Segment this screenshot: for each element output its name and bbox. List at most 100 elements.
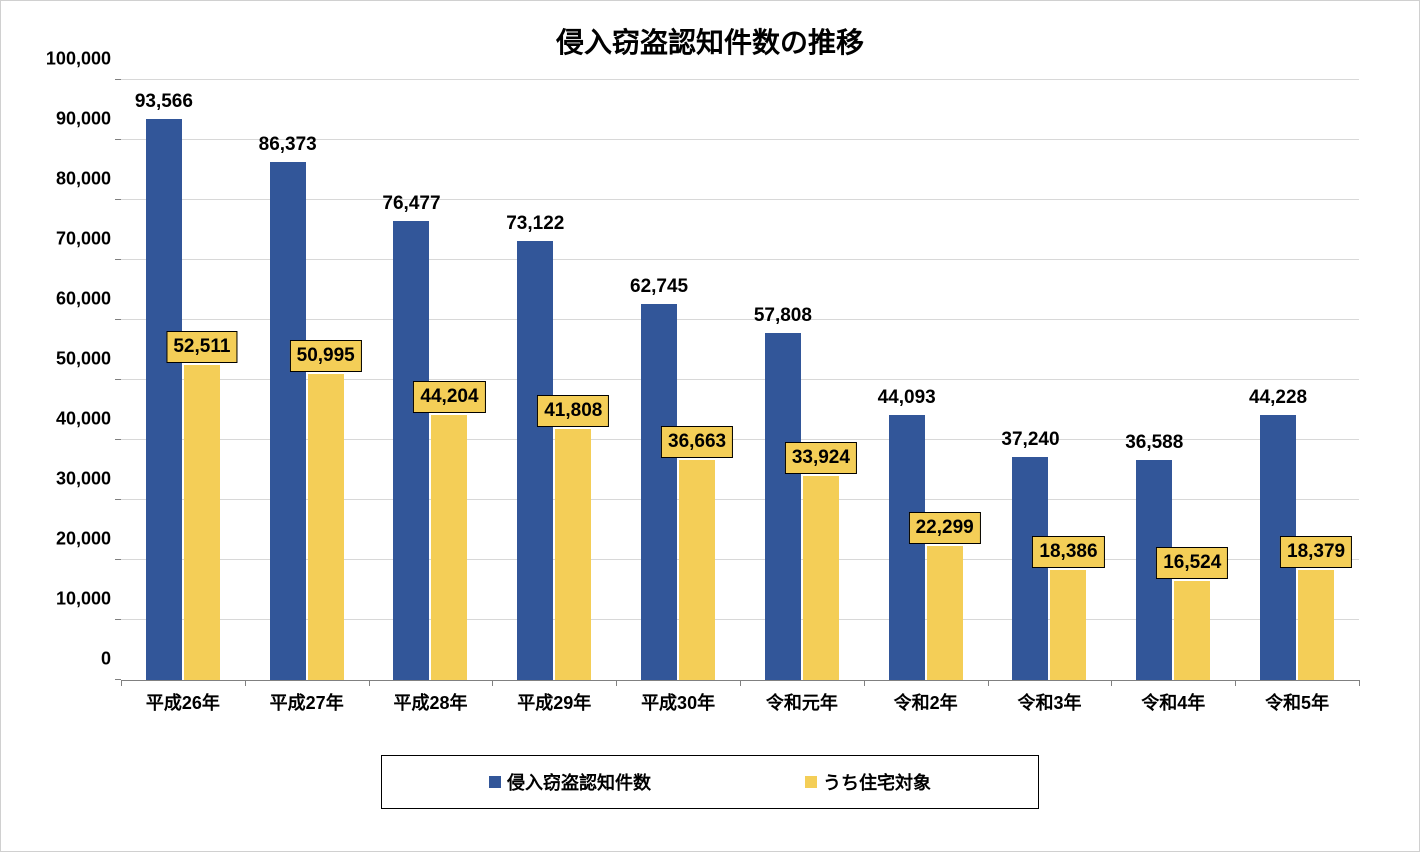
x-tick-mark (740, 680, 741, 686)
bar-value-label: 93,566 (135, 91, 193, 113)
x-axis-label: 平成26年 (121, 689, 245, 715)
bar-pair: 44,09322,299 (889, 415, 963, 680)
bar-total: 93,566 (146, 119, 182, 680)
bar-pair: 73,12241,808 (517, 241, 591, 680)
y-tick-label: 70,000 (56, 229, 111, 250)
bar-group: 73,12241,808 (492, 81, 616, 680)
bar-housing: 36,663 (679, 460, 715, 680)
bar-housing: 50,995 (308, 374, 344, 680)
x-tick-mark (1235, 680, 1236, 686)
bar-housing: 16,524 (1174, 581, 1210, 680)
bar-total: 57,808 (765, 333, 801, 680)
x-tick-mark (1111, 680, 1112, 686)
bar-housing: 22,299 (927, 546, 963, 680)
bar-value-label: 73,122 (506, 213, 564, 235)
bar-value-label: 44,093 (878, 387, 936, 409)
chart-container: 侵入窃盗認知件数の推移 010,00020,00030,00040,00050,… (0, 0, 1420, 852)
bar-total: 76,477 (393, 221, 429, 680)
bar-groups: 93,56652,51186,37350,99576,47744,20473,1… (121, 81, 1359, 680)
y-tick-label: 60,000 (56, 289, 111, 310)
y-tick-label: 30,000 (56, 469, 111, 490)
bar-value-label: 76,477 (382, 193, 440, 215)
x-tick-mark (369, 680, 370, 686)
bar-total: 37,240 (1012, 457, 1048, 680)
plot-area: 010,00020,00030,00040,00050,00060,00070,… (121, 81, 1359, 681)
bar-housing: 18,386 (1050, 570, 1086, 680)
bar-value-label: 37,240 (1001, 429, 1059, 451)
legend-swatch (805, 776, 817, 788)
x-tick-mark (492, 680, 493, 686)
x-axis-label: 令和5年 (1235, 689, 1359, 715)
bar-pair: 36,58816,524 (1136, 460, 1210, 680)
bar-value-label: 62,745 (630, 276, 688, 298)
bar-value-label: 36,588 (1125, 432, 1183, 454)
bar-pair: 86,37350,995 (270, 162, 344, 680)
bar-value-label: 18,379 (1280, 536, 1352, 568)
bar-value-label: 36,663 (661, 426, 733, 458)
bar-value-label: 50,995 (290, 340, 362, 372)
bar-value-label: 18,386 (1032, 536, 1104, 568)
x-axis-label: 令和2年 (864, 689, 988, 715)
bar-value-label: 44,228 (1249, 387, 1307, 409)
y-tick-mark (115, 79, 121, 80)
bar-total: 86,373 (270, 162, 306, 680)
bar-group: 62,74536,663 (616, 81, 740, 680)
bar-pair: 44,22818,379 (1260, 415, 1334, 680)
bar-value-label: 22,299 (909, 512, 981, 544)
bar-group: 57,80833,924 (740, 81, 864, 680)
bar-pair: 62,74536,663 (641, 304, 715, 680)
legend-item: 侵入窃盗認知件数 (489, 769, 651, 795)
x-tick-mark (245, 680, 246, 686)
bar-total: 44,093 (889, 415, 925, 680)
bar-value-label: 16,524 (1156, 547, 1228, 579)
y-tick-label: 20,000 (56, 529, 111, 550)
bar-total: 73,122 (517, 241, 553, 680)
x-axis-label: 令和元年 (740, 689, 864, 715)
grid-line (121, 79, 1359, 80)
y-tick-label: 90,000 (56, 109, 111, 130)
bar-group: 86,37350,995 (245, 81, 369, 680)
bar-value-label: 86,373 (259, 134, 317, 156)
y-tick-label: 10,000 (56, 589, 111, 610)
bar-housing: 41,808 (555, 429, 591, 680)
bar-value-label: 57,808 (754, 305, 812, 327)
x-tick-mark (121, 680, 122, 686)
bar-housing: 44,204 (431, 415, 467, 680)
bar-housing: 18,379 (1298, 570, 1334, 680)
y-tick-label: 80,000 (56, 169, 111, 190)
legend-swatch (489, 776, 501, 788)
x-tick-mark (616, 680, 617, 686)
legend-label: うち住宅対象 (823, 769, 931, 795)
bar-pair: 76,47744,204 (393, 221, 467, 680)
x-axis-label: 平成30年 (616, 689, 740, 715)
bar-total: 62,745 (641, 304, 677, 680)
y-tick-label: 40,000 (56, 409, 111, 430)
bar-value-label: 33,924 (785, 442, 857, 474)
x-axis-label: 平成27年 (245, 689, 369, 715)
x-axis-label: 令和4年 (1111, 689, 1235, 715)
legend-label: 侵入窃盗認知件数 (507, 769, 651, 795)
x-tick-mark (864, 680, 865, 686)
chart-title: 侵入窃盗認知件数の推移 (41, 21, 1379, 61)
bar-group: 44,228 18,379 (1235, 81, 1359, 680)
x-axis-label: 平成28年 (369, 689, 493, 715)
y-tick-label: 100,000 (46, 49, 111, 70)
x-axis: 平成26年平成27年平成28年平成29年平成30年令和元年令和2年令和3年令和4… (121, 689, 1359, 715)
bar-pair: 57,80833,924 (765, 333, 839, 680)
bar-group: 44,09322,299 (864, 81, 988, 680)
bar-value-label: 41,808 (537, 395, 609, 427)
bar-pair: 37,24018,386 (1012, 457, 1086, 680)
bar-pair: 93,56652,511 (146, 119, 220, 680)
bar-group: 37,24018,386 (988, 81, 1112, 680)
x-tick-mark (988, 680, 989, 686)
y-tick-label: 0 (101, 649, 111, 670)
bar-group: 93,56652,511 (121, 81, 245, 680)
bar-housing: 33,924 (803, 476, 839, 680)
bar-value-label: 52,511 (166, 331, 237, 363)
x-axis-label: 令和3年 (988, 689, 1112, 715)
legend: 侵入窃盗認知件数 うち住宅対象 (381, 755, 1039, 809)
legend-item: うち住宅対象 (805, 769, 931, 795)
bar-group: 36,588 16,524 (1111, 81, 1235, 680)
x-tick-mark (1359, 680, 1360, 686)
y-tick-label: 50,000 (56, 349, 111, 370)
